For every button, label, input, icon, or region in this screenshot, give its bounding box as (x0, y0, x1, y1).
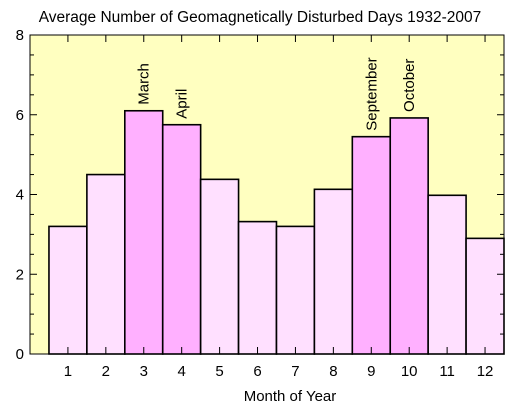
x-tick-label: 4 (178, 363, 186, 380)
bar-month-9 (351, 135, 392, 355)
bar-month-11 (427, 194, 467, 355)
x-axis: 1 2 3 4 5 6 7 8 9 10 11 12 (64, 35, 494, 380)
y-tick-label: 2 (16, 266, 24, 283)
bar-month-6 (237, 220, 278, 355)
bars-layer (48, 109, 505, 355)
x-tick-label: 11 (439, 363, 455, 380)
annotations-layer: March April September October (136, 57, 418, 130)
bar-month-12 (465, 237, 505, 355)
annotation-april: April (174, 89, 191, 119)
bar-month-10 (389, 117, 429, 355)
bar-month-2 (86, 173, 126, 355)
bar-month-3 (124, 109, 164, 355)
bar-month-7 (275, 225, 316, 355)
y-tick-label: 4 (16, 187, 24, 204)
x-tick-label: 1 (64, 363, 72, 380)
annotation-september: September (363, 57, 380, 130)
x-tick-label: 8 (329, 363, 337, 380)
x-tick-label: 12 (477, 363, 494, 380)
x-tick-label: 5 (215, 363, 223, 380)
annotation-march: March (136, 63, 153, 105)
y-tick-label: 6 (16, 107, 24, 124)
x-tick-label: 9 (367, 363, 375, 380)
annotation-october: October (401, 59, 418, 112)
x-tick-label: 2 (102, 363, 110, 380)
bar-month-1 (48, 225, 88, 355)
bar-month-5 (199, 178, 240, 355)
x-tick-label: 10 (401, 363, 418, 380)
chart-title: Average Number of Geomagnetically Distur… (39, 9, 482, 26)
x-axis-label: Month of Year (244, 388, 337, 405)
bar-month-4 (161, 123, 202, 355)
x-tick-label: 6 (253, 363, 261, 380)
bar-month-8 (313, 188, 354, 355)
y-tick-label: 8 (16, 27, 24, 44)
x-tick-label: 7 (291, 363, 299, 380)
x-tick-label: 3 (140, 363, 148, 380)
y-tick-label: 0 (16, 346, 24, 363)
y-axis: 0 2 4 6 8 (16, 27, 504, 363)
